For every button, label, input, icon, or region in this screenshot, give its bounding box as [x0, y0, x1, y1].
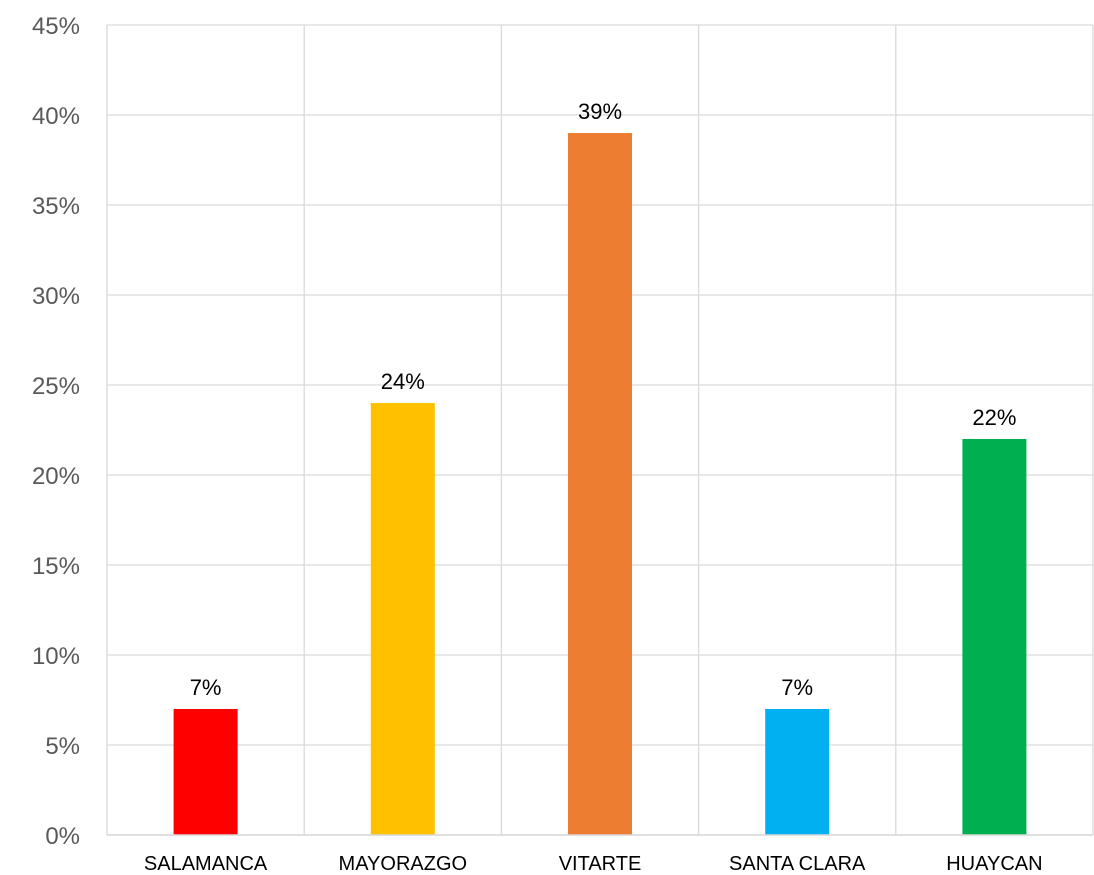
bar-mayorazgo	[370, 403, 435, 835]
x-tick-label: MAYORAZGO	[339, 853, 468, 875]
bar-huaycan	[962, 439, 1027, 835]
y-tick-label: 35%	[32, 193, 80, 220]
bars	[173, 133, 1027, 835]
y-tick-label: 20%	[32, 463, 80, 490]
y-tick-label: 5%	[45, 733, 80, 760]
data-label: 7%	[781, 675, 813, 700]
data-label: 24%	[381, 369, 425, 394]
data-label: 7%	[190, 675, 222, 700]
data-label: 22%	[972, 405, 1016, 430]
x-tick-label: HUAYCAN	[946, 853, 1042, 875]
y-axis: 0% 5% 10% 15% 20% 25% 30% 35% 40% 45%	[32, 13, 80, 850]
bar-santa-clara	[765, 709, 830, 835]
data-label: 39%	[578, 99, 622, 124]
x-tick-label: SALAMANCA	[144, 853, 268, 875]
y-tick-label: 10%	[32, 643, 80, 670]
x-tick-label: VITARTE	[559, 853, 642, 875]
y-tick-label: 25%	[32, 373, 80, 400]
y-tick-label: 40%	[32, 103, 80, 130]
y-tick-label: 15%	[32, 553, 80, 580]
bar-vitarte	[568, 133, 632, 835]
y-tick-label: 0%	[45, 823, 80, 850]
y-tick-label: 45%	[32, 13, 80, 40]
bar-salamanca	[173, 709, 238, 835]
x-tick-label: SANTA CLARA	[729, 853, 866, 875]
x-axis: SALAMANCA MAYORAZGO VITARTE SANTA CLARA HUAY…	[107, 834, 1093, 875]
data-labels: 7% 24% 39% 7% 22%	[190, 99, 1017, 700]
y-tick-label: 30%	[32, 283, 80, 310]
